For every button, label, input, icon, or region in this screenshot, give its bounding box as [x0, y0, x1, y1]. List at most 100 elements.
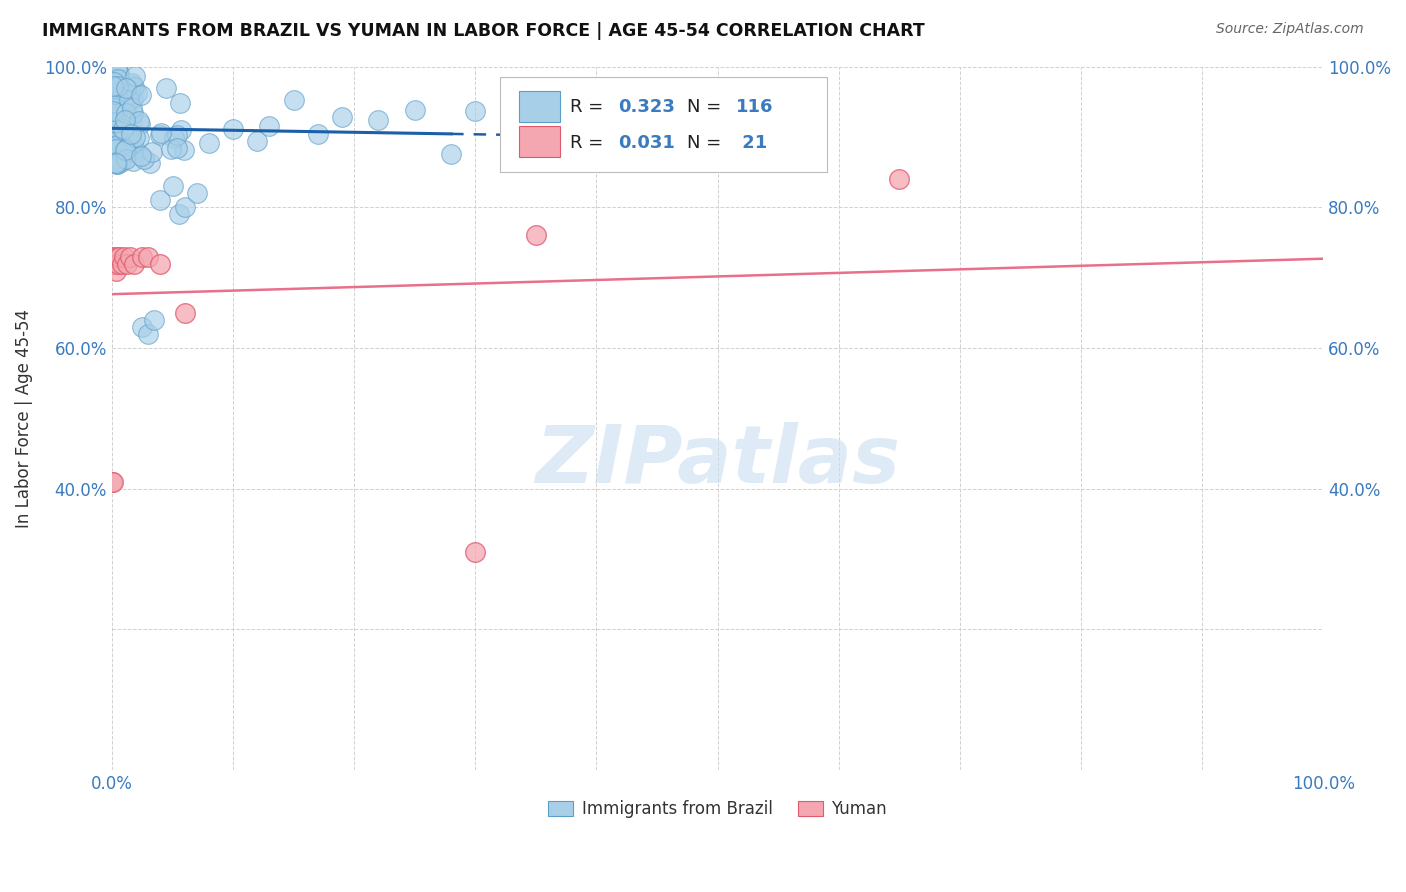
Point: [222, 122, 245, 136]
Point: [173, 306, 195, 320]
Point: [131, 319, 153, 334]
Point: [104, 79, 127, 94]
Point: [125, 145, 148, 160]
Point: [122, 136, 145, 150]
Point: [104, 151, 127, 165]
Point: [122, 79, 145, 94]
Point: [585, 112, 607, 127]
Point: [115, 152, 138, 166]
Point: [111, 256, 134, 270]
Point: [128, 131, 150, 145]
Point: [103, 81, 125, 95]
Point: [166, 141, 188, 155]
Point: [125, 87, 148, 101]
Point: [143, 313, 166, 327]
Point: [128, 117, 150, 131]
Point: [246, 134, 269, 148]
FancyBboxPatch shape: [499, 77, 827, 172]
Point: [108, 73, 131, 87]
Point: [118, 93, 141, 107]
Point: [104, 141, 127, 155]
Point: [121, 105, 143, 120]
Legend: Immigrants from Brazil, Yuman: Immigrants from Brazil, Yuman: [541, 794, 893, 825]
Point: [105, 106, 128, 120]
Point: [104, 156, 127, 170]
Point: [103, 71, 125, 86]
Point: [464, 545, 486, 559]
Point: [103, 114, 125, 128]
Point: [115, 142, 138, 156]
Point: [107, 78, 129, 93]
Point: [124, 130, 146, 145]
Point: [104, 102, 127, 116]
Point: [103, 93, 125, 107]
Point: [111, 141, 134, 155]
Point: [330, 110, 353, 124]
Text: R =: R =: [569, 98, 609, 116]
Point: [104, 138, 127, 153]
Text: N =: N =: [688, 134, 727, 152]
Point: [198, 136, 221, 151]
Point: [121, 153, 143, 168]
Point: [105, 153, 128, 167]
Point: [173, 143, 195, 157]
Text: R =: R =: [569, 134, 609, 152]
Point: [141, 145, 163, 159]
Point: [464, 103, 486, 118]
Point: [166, 128, 188, 143]
Point: [108, 136, 131, 150]
Point: [173, 200, 195, 214]
Point: [101, 256, 124, 270]
Point: [283, 93, 305, 107]
Point: [120, 123, 142, 137]
Point: [167, 207, 190, 221]
Text: N =: N =: [688, 98, 727, 116]
FancyBboxPatch shape: [519, 91, 560, 122]
Point: [107, 82, 129, 96]
Text: ZIPatlas: ZIPatlas: [536, 422, 900, 500]
Point: [103, 250, 125, 264]
Point: [121, 78, 143, 92]
Point: [105, 62, 128, 76]
Point: [105, 250, 128, 264]
Point: [104, 112, 127, 126]
Point: [122, 256, 145, 270]
Text: 116: 116: [735, 98, 773, 116]
Point: [118, 145, 141, 159]
Text: IMMIGRANTS FROM BRAZIL VS YUMAN IN LABOR FORCE | AGE 45-54 CORRELATION CHART: IMMIGRANTS FROM BRAZIL VS YUMAN IN LABOR…: [42, 22, 925, 40]
Point: [101, 103, 124, 118]
Point: [105, 157, 128, 171]
Text: Source: ZipAtlas.com: Source: ZipAtlas.com: [1216, 22, 1364, 37]
Point: [101, 70, 124, 85]
Point: [104, 263, 127, 277]
Point: [259, 120, 281, 134]
Point: [367, 113, 389, 128]
Point: [110, 154, 132, 169]
Point: [162, 179, 184, 194]
Point: [105, 157, 128, 171]
Point: [621, 133, 644, 147]
Point: [101, 475, 124, 489]
Text: 21: 21: [735, 134, 768, 152]
Point: [111, 122, 134, 136]
Point: [103, 116, 125, 130]
Point: [150, 126, 173, 140]
Point: [120, 250, 142, 264]
Point: [169, 95, 191, 110]
Point: [112, 250, 135, 264]
Point: [440, 147, 463, 161]
Point: [170, 122, 193, 136]
Point: [134, 152, 156, 166]
Point: [114, 112, 136, 127]
Point: [114, 80, 136, 95]
Point: [114, 144, 136, 158]
Point: [103, 256, 125, 270]
Point: [115, 256, 138, 270]
Point: [101, 81, 124, 95]
FancyBboxPatch shape: [519, 127, 560, 157]
Point: [129, 149, 152, 163]
Point: [118, 83, 141, 97]
Point: [118, 87, 141, 102]
Point: [110, 104, 132, 119]
Point: [108, 65, 131, 79]
